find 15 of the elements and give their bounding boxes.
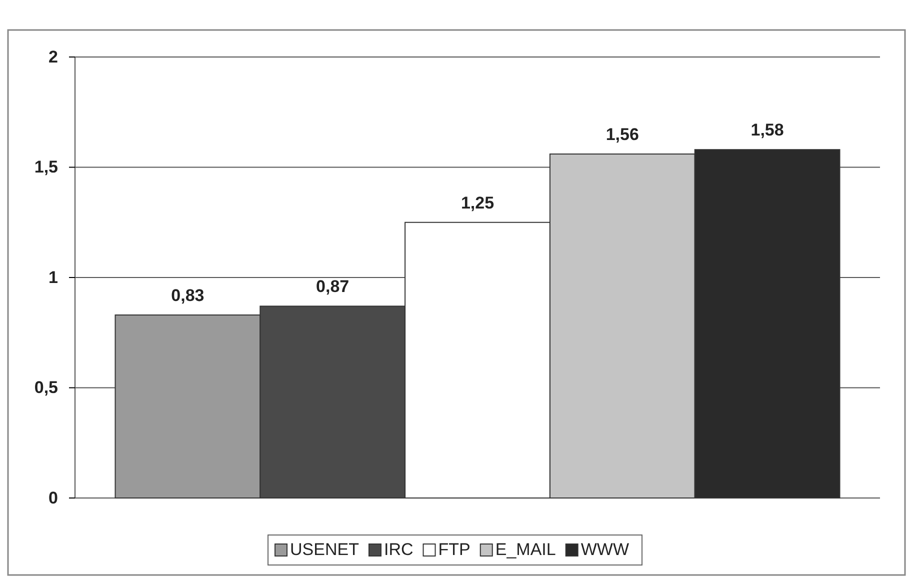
data-label: 0,87 xyxy=(316,277,350,296)
legend-label: WWW xyxy=(580,540,629,559)
legend-label: IRC xyxy=(384,540,414,559)
y-tick-label: 1 xyxy=(48,268,58,287)
data-label: 0,83 xyxy=(171,286,204,305)
legend-label: E_MAIL xyxy=(495,540,556,559)
data-label: 1,56 xyxy=(606,125,639,144)
data-label: 1,25 xyxy=(460,193,494,212)
y-tick-label: 0 xyxy=(48,488,58,508)
legend-label: USENET xyxy=(290,540,359,559)
data-label: 1,58 xyxy=(750,120,784,140)
y-tick-label: 0,5 xyxy=(34,378,58,398)
y-tick-label: 2 xyxy=(48,47,58,66)
y-tick-label: 1,5 xyxy=(34,158,58,177)
legend-label: FTP xyxy=(438,540,470,559)
